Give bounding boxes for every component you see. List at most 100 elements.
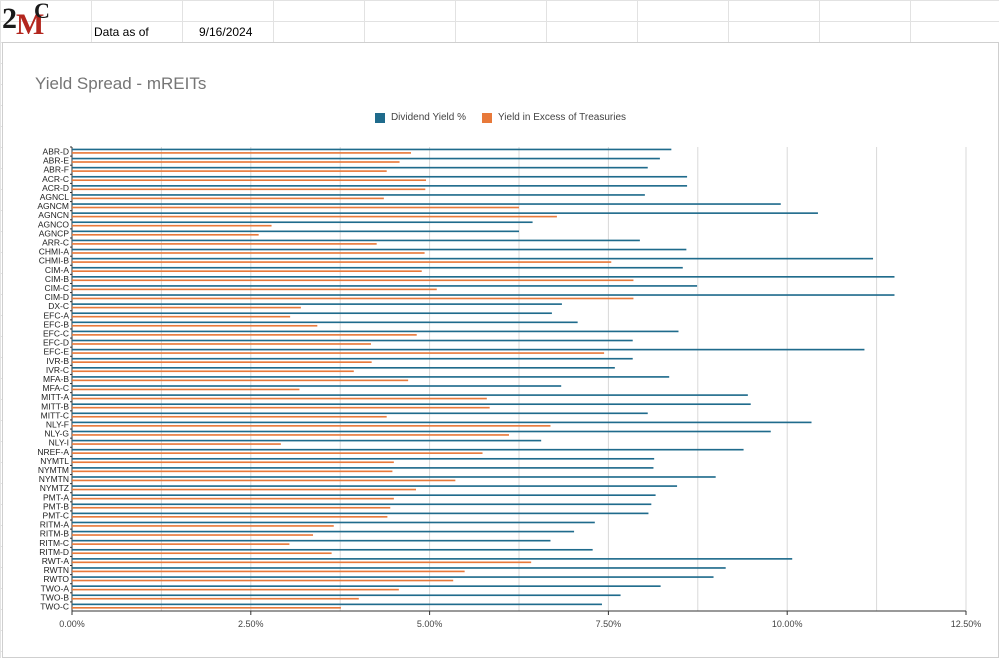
category-label: ABR-E [43,156,69,166]
bar-dividend-yield [72,530,575,533]
bar-excess-yield [72,370,354,373]
chart-panel[interactable]: Yield Spread - mREITs Dividend Yield % Y… [2,42,999,658]
x-tick-label: 2.50% [238,619,264,629]
category-label: EFC-C [43,329,69,339]
bar-excess-yield [72,233,259,236]
bar-excess-yield [72,152,412,154]
bar-excess-yield [72,188,426,191]
category-label: NYMTN [39,474,69,484]
bar-excess-yield [72,516,388,518]
x-tick-label: 12.50% [951,619,982,629]
category-label: ACR-D [42,183,69,193]
bar-dividend-yield [72,394,748,396]
bar-dividend-yield [72,503,652,506]
bar-excess-yield [72,315,291,318]
bar-dividend-yield [72,221,533,224]
category-label: MFA-C [43,383,69,393]
bar-excess-yield [72,297,634,300]
bar-excess-yield [72,506,391,509]
bar-excess-yield [72,334,417,336]
bar-dividend-yield [72,439,542,442]
category-label: ACR-C [42,174,69,184]
bar-chart-plot: 0.00% 2.50% 5.00% 7.50% 10.00% 12.50% ABR-DABR… [37,146,982,629]
bar-dividend-yield [72,567,726,569]
bar-dividend-yield [72,430,771,433]
as-of-date[interactable]: 9/16/2024 [199,25,253,39]
bar-excess-yield [72,488,417,491]
category-label: EFC-E [44,347,70,357]
bar-dividend-yield [72,285,698,287]
x-tick-label: 7.50% [596,619,622,629]
category-label: PMT-B [43,501,69,511]
bar-excess-yield [72,288,437,291]
bar-dividend-yield [72,239,640,242]
category-label: RITM-C [39,538,69,548]
bar-excess-yield [72,443,281,445]
bar-excess-yield [72,224,272,227]
bar-dividend-yield [72,467,654,469]
category-label: EFC-B [44,319,70,329]
bar-dividend-yield [72,457,655,460]
legend-item-excess: Yield in Excess of Treasuries [482,112,626,123]
company-logo: 2 M C [0,0,60,41]
category-label: RITM-A [40,520,70,530]
bar-excess-yield [72,270,422,273]
legend-label-dividend: Dividend Yield % [390,112,466,123]
category-label: NLY-I [49,438,69,448]
logo-mark-m: M [16,8,45,41]
bar-excess-yield [72,588,399,591]
bar-excess-yield [72,388,300,391]
category-label: EFC-A [44,310,70,320]
bar-excess-yield [72,452,483,454]
bar-dividend-yield [72,348,865,351]
bar-excess-yield [72,261,612,263]
bar-dividend-yield [72,485,678,487]
as-of-label: Data as of [94,25,149,39]
bar-excess-yield [72,497,394,500]
category-label: TWO-B [41,592,70,602]
bar-dividend-yield [72,448,744,451]
bar-excess-yield [72,525,334,527]
bar-excess-yield [72,543,290,545]
category-label: AGNCN [38,210,69,220]
bar-excess-yield [72,461,394,464]
bar-excess-yield [72,170,387,172]
category-label: PMT-C [43,510,69,520]
category-label: EFC-D [43,338,69,348]
bar-dividend-yield [72,512,649,515]
bar-dividend-yield [72,366,615,369]
bar-excess-yield [72,306,301,309]
category-label: CIM-A [45,265,69,275]
category-label: ABR-D [43,147,69,157]
bar-dividend-yield [72,603,602,606]
legend-swatch-excess [482,112,492,123]
bar-excess-yield [72,179,427,182]
bar-dividend-yield [72,385,562,387]
bar-dividend-yield [72,594,621,597]
category-label: AGNCO [38,219,70,229]
bar-excess-yield [72,379,409,382]
x-tick-label: 5.00% [417,619,443,629]
bar-excess-yield [72,434,509,436]
category-label: RITM-D [39,547,69,557]
legend-label-excess: Yield in Excess of Treasuries [498,112,627,123]
x-tick-label: 10.00% [772,619,803,629]
category-label: RWTN [44,565,69,575]
x-tick-label: 0.00% [59,619,85,629]
bar-dividend-yield [72,339,633,342]
category-label: PMT-A [43,492,69,502]
category-label: NLY-F [46,419,69,429]
bar-excess-yield [72,470,393,473]
category-label: AGNCL [40,192,70,202]
bar-dividend-yield [72,539,551,542]
category-label: MITT-B [41,401,69,411]
bar-excess-yield [72,406,490,409]
chart-title: Yield Spread - mREITs [35,74,207,93]
bar-excess-yield [72,206,519,209]
category-label: NREF-A [37,447,69,457]
bar-dividend-yield [72,230,519,233]
logo-mark-c: C [34,0,50,23]
bar-excess-yield [72,343,371,345]
category-label: CHMI-A [39,247,70,257]
category-label: CIM-D [44,292,69,302]
